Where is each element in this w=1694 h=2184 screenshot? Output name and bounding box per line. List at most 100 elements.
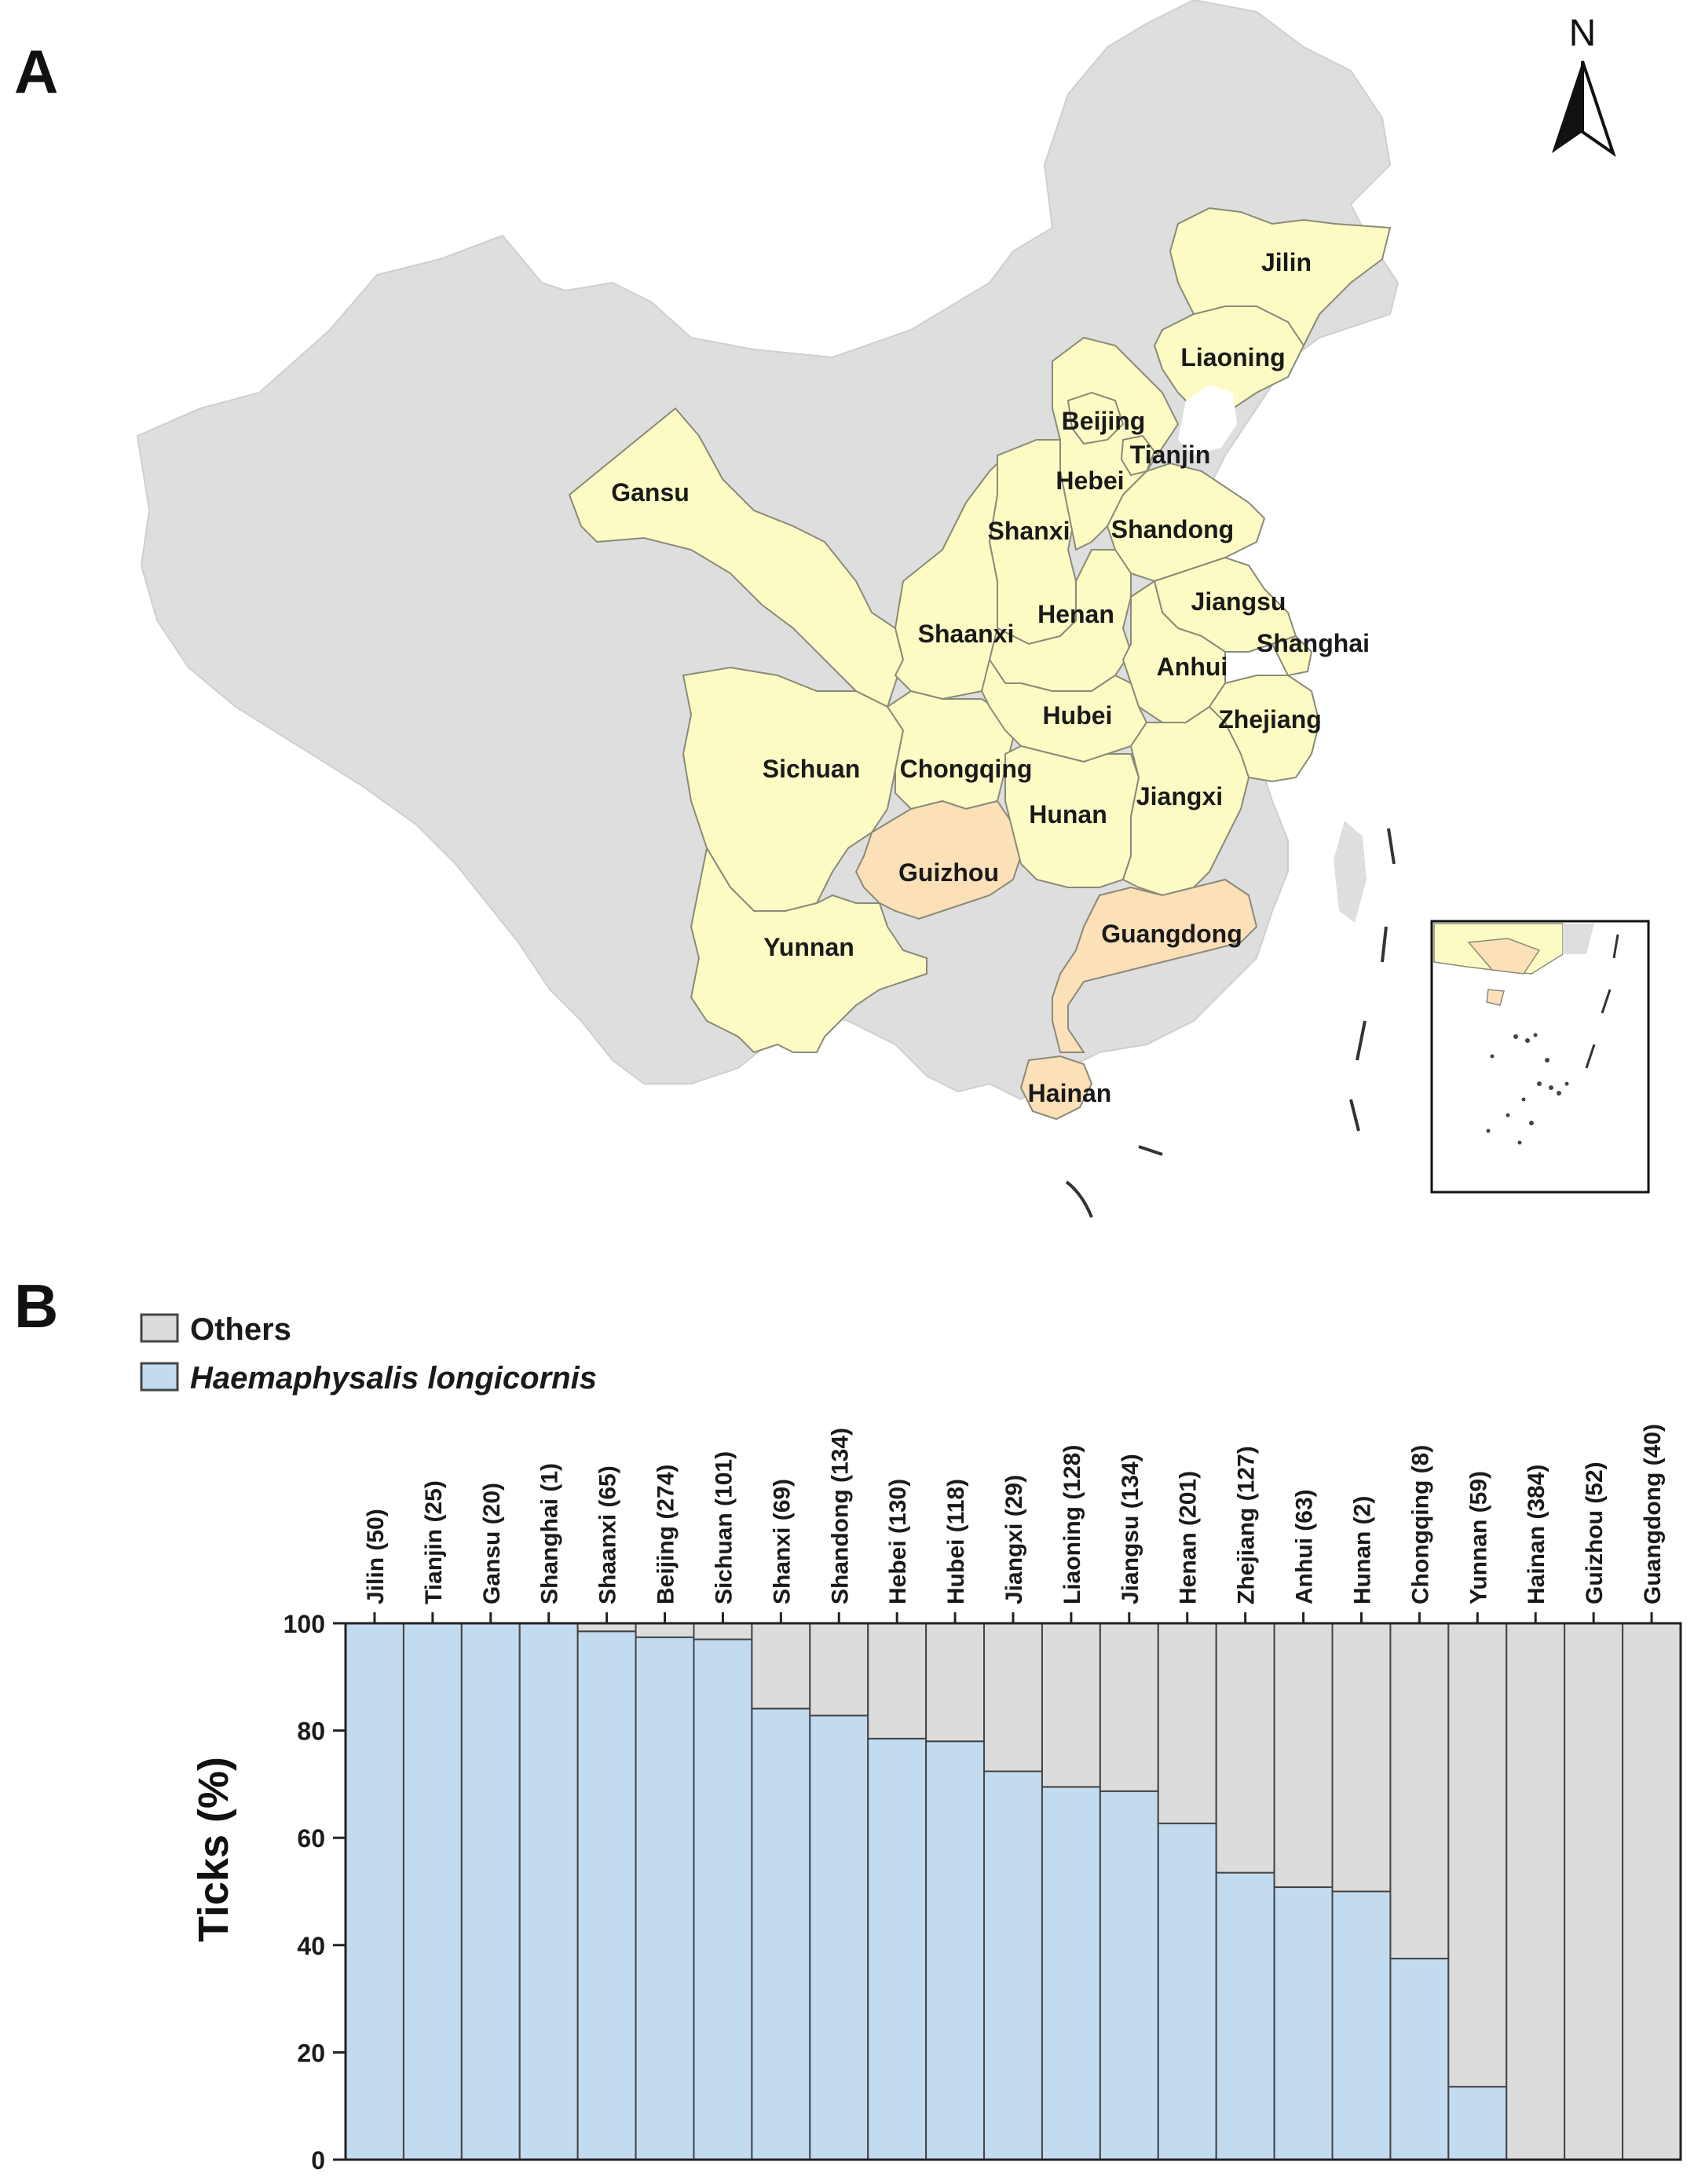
bar-others-henan bbox=[1157, 1622, 1217, 1824]
province-hainan bbox=[1019, 1055, 1093, 1121]
bar-others-hunan bbox=[1331, 1622, 1392, 1893]
bar-others-beijing bbox=[635, 1622, 695, 1638]
legend-swatch-species bbox=[140, 1362, 179, 1392]
bar-species-chongqing bbox=[1389, 1957, 1450, 2160]
category-label-shanxi: Shanxi (69) bbox=[769, 1479, 795, 1604]
y-tick-label-100: 100 bbox=[284, 1610, 325, 1638]
bar-others-chongqing bbox=[1389, 1622, 1450, 1959]
category-label-shaanxi: Shaanxi (65) bbox=[595, 1465, 621, 1604]
bar-others-hainan bbox=[1506, 1622, 1566, 2160]
category-label-tianjin: Tianjin (25) bbox=[421, 1480, 447, 1604]
bar-species-hunan bbox=[1331, 1890, 1392, 2160]
y-tick-label-40: 40 bbox=[297, 1932, 325, 1960]
label-shanxi: Shanxi bbox=[988, 517, 1070, 545]
category-label-guizhou: Guizhou (52) bbox=[1582, 1461, 1608, 1604]
label-yunnan: Yunnan bbox=[763, 933, 854, 961]
label-chongqing: Chongqing bbox=[900, 755, 1033, 783]
province-yunnan bbox=[690, 846, 927, 1054]
bar-species-sichuan bbox=[693, 1638, 753, 2160]
label-hunan: Hunan bbox=[1029, 800, 1107, 829]
bar-species-beijing bbox=[635, 1636, 695, 2161]
bar-others-hubei bbox=[925, 1622, 986, 1743]
label-jiangsu: Jiangsu bbox=[1191, 587, 1286, 616]
bar-others-hebei bbox=[867, 1622, 927, 1740]
panel-b: B Others Haemaphysalis longicornis Ticks… bbox=[14, 1271, 1682, 2175]
category-labels: Jilin (50) Tianjin (25) Gansu (20) Shanghai… bbox=[363, 1424, 1666, 1604]
category-label-liaoning: Liaoning (128) bbox=[1059, 1445, 1085, 1604]
category-label-jiangsu: Jiangsu (134) bbox=[1118, 1454, 1143, 1604]
y-tick-label-60: 60 bbox=[297, 1824, 325, 1853]
category-label-jilin: Jilin (50) bbox=[363, 1509, 389, 1604]
label-guangdong: Guangdong bbox=[1101, 920, 1242, 948]
bar-others-guangdong bbox=[1622, 1622, 1681, 2160]
province-guizhou bbox=[854, 799, 1023, 920]
province-shanghai bbox=[1271, 635, 1313, 677]
panel-a: A N bbox=[14, 0, 1650, 1218]
category-label-gansu: Gansu (20) bbox=[479, 1483, 505, 1604]
y-tick-label-20: 20 bbox=[297, 2039, 325, 2067]
bar-others-shanxi bbox=[751, 1622, 811, 1710]
category-label-henan: Henan (201) bbox=[1176, 1471, 1202, 1604]
bar-others-shandong bbox=[809, 1622, 869, 1717]
bar-others-anhui bbox=[1273, 1622, 1334, 1889]
category-label-yunnan: Yunnan (59) bbox=[1465, 1471, 1491, 1604]
bar-others-jiangxi bbox=[983, 1622, 1043, 1772]
category-label-jiangxi: Jiangxi (29) bbox=[1001, 1475, 1027, 1604]
category-label-hainan: Hainan (384) bbox=[1524, 1465, 1549, 1604]
bar-species-shanxi bbox=[751, 1707, 811, 2160]
category-label-zhejiang: Zhejiang (127) bbox=[1234, 1446, 1260, 1604]
bar-species-shandong bbox=[809, 1714, 869, 2161]
map-inset-south-china-sea bbox=[1430, 920, 1650, 1194]
map-bohai-sea bbox=[1178, 385, 1237, 455]
category-label-hebei: Hebei (130) bbox=[885, 1479, 911, 1604]
bar-species-shanghai bbox=[518, 1622, 579, 2160]
y-tick-label-0: 0 bbox=[311, 2146, 325, 2175]
category-label-hunan: Hunan (2) bbox=[1349, 1496, 1375, 1604]
label-shaanxi: Shaanxi bbox=[918, 620, 1015, 648]
bar-others-guizhou bbox=[1564, 1622, 1624, 2160]
label-shandong: Shandong bbox=[1111, 515, 1234, 543]
bar-species-henan bbox=[1157, 1822, 1217, 2161]
legend-swatch-others bbox=[140, 1313, 179, 1343]
province-sichuan bbox=[682, 666, 905, 912]
label-hainan: Hainan bbox=[1028, 1079, 1112, 1107]
label-jiangxi: Jiangxi bbox=[1136, 782, 1223, 810]
province-jilin bbox=[1169, 207, 1392, 347]
bar-species-hebei bbox=[867, 1737, 927, 2160]
panel-a-letter: A bbox=[14, 37, 58, 106]
legend-label-others: Others bbox=[190, 1312, 291, 1347]
map-dash-lines bbox=[1065, 828, 1396, 1218]
province-labels: Jilin Liaoning Beijing Tianjin Hebei Gan… bbox=[611, 248, 1370, 1107]
bar-species-gansu bbox=[460, 1622, 521, 2160]
bar-species-hubei bbox=[925, 1740, 986, 2160]
bar-species-shaanxi bbox=[576, 1630, 637, 2161]
bar-others-sichuan bbox=[693, 1622, 753, 1641]
bar-species-anhui bbox=[1273, 1886, 1334, 2160]
bar-species-jilin bbox=[345, 1622, 404, 2160]
category-label-hubei: Hubei (118) bbox=[943, 1479, 969, 1604]
province-beijing bbox=[1067, 391, 1125, 445]
bar-species-yunnan bbox=[1447, 2086, 1508, 2161]
bar-species-tianjin bbox=[402, 1622, 463, 2160]
bar-species-jiangsu bbox=[1099, 1790, 1159, 2161]
label-henan: Henan bbox=[1037, 600, 1114, 628]
north-label: N bbox=[1569, 13, 1597, 54]
chart-legend: Others Haemaphysalis longicornis bbox=[140, 1312, 597, 1396]
province-guangdong bbox=[1052, 878, 1258, 1053]
category-label-sichuan: Sichuan (101) bbox=[711, 1451, 737, 1604]
y-tick-label-80: 80 bbox=[297, 1718, 325, 1746]
label-sichuan: Sichuan bbox=[763, 755, 860, 783]
category-label-shandong: Shandong (134) bbox=[827, 1428, 853, 1604]
panel-b-letter: B bbox=[14, 1271, 58, 1341]
chart-bars bbox=[344, 1612, 1682, 2161]
y-axis-title: Ticks (%) bbox=[190, 1757, 237, 1942]
category-label-guangdong: Guangdong (40) bbox=[1640, 1424, 1666, 1604]
bar-species-zhejiang bbox=[1215, 1871, 1275, 2160]
category-label-shanghai: Shanghai (1) bbox=[537, 1463, 563, 1604]
north-arrow-icon: N bbox=[1552, 13, 1616, 158]
province-jiangxi bbox=[1121, 705, 1250, 897]
label-anhui: Anhui bbox=[1157, 653, 1228, 681]
label-hebei: Hebei bbox=[1056, 466, 1124, 495]
category-label-beijing: Beijing (274) bbox=[653, 1465, 679, 1604]
